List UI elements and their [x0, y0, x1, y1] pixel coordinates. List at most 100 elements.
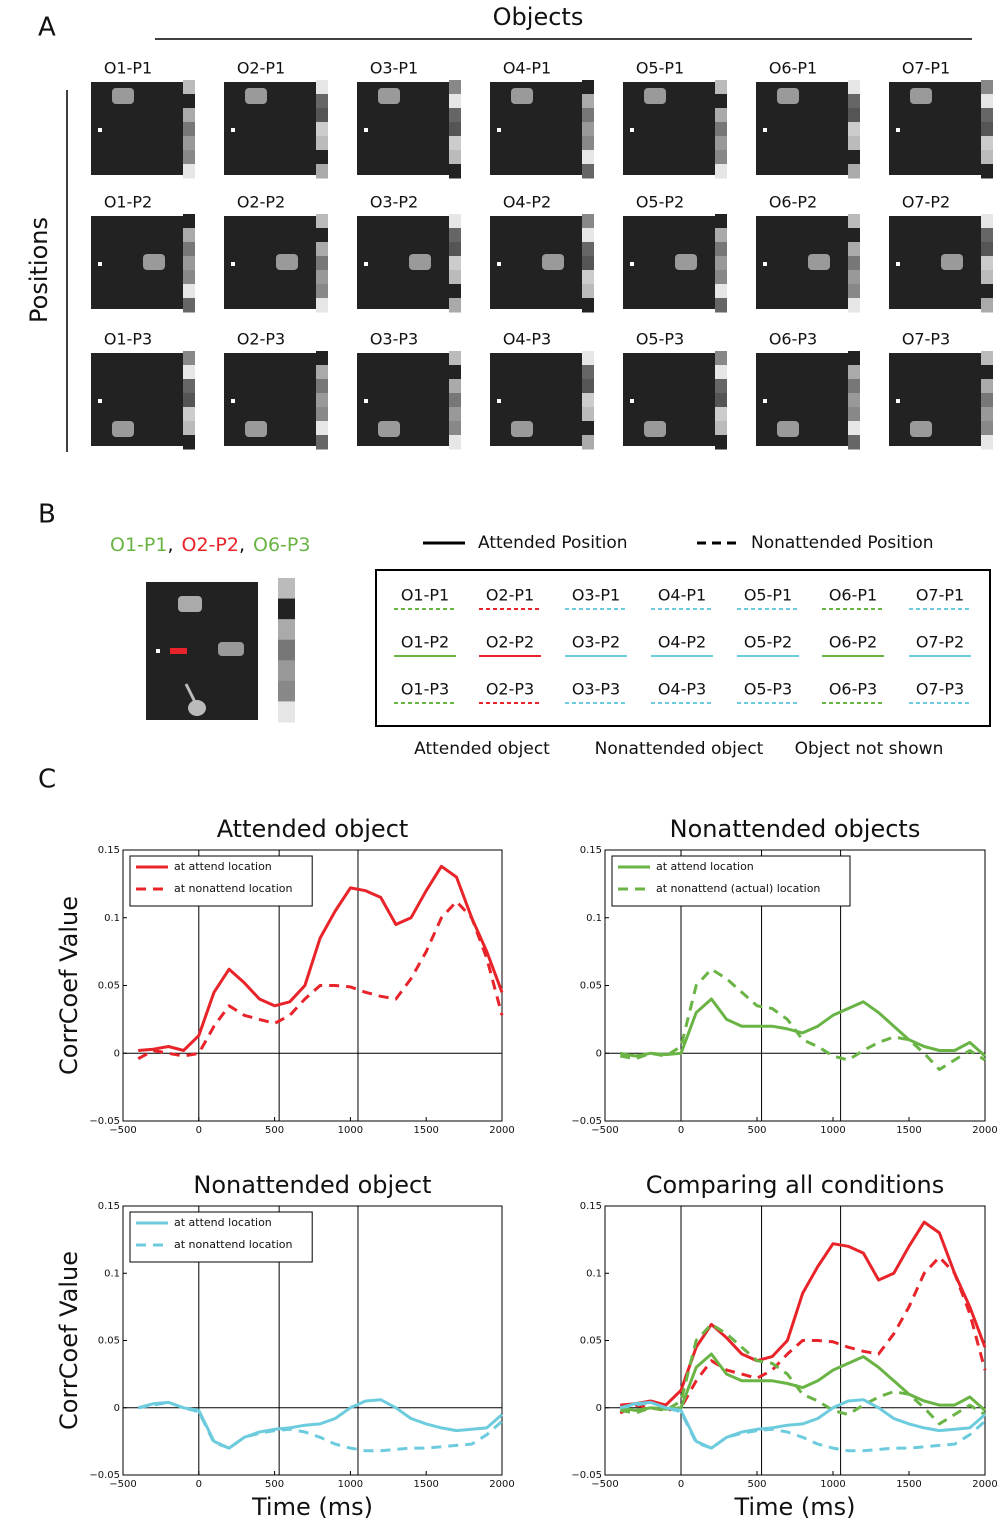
stimulus [224, 353, 317, 446]
x-tick-label: −500 [109, 1479, 136, 1490]
pattern-cell [449, 150, 461, 165]
condition-label: O2-P2 [486, 633, 534, 652]
cell-label: O2-P1 [237, 59, 285, 78]
pattern-cell [981, 122, 993, 137]
pattern-cell [316, 365, 328, 380]
pattern-cell [582, 270, 594, 285]
example-item: O6-P3 [253, 534, 310, 556]
series-line [137, 900, 504, 1061]
pattern-cell [715, 298, 727, 313]
pattern-cell [848, 136, 860, 151]
pattern-cell [183, 256, 195, 271]
x-tick-label: 1000 [338, 1479, 363, 1490]
pattern-cell [316, 435, 328, 450]
x-tick-label: 500 [265, 1479, 284, 1490]
pattern-cell [981, 407, 993, 422]
y-tick-label: 0.05 [580, 981, 602, 992]
y-tick-label: 0.1 [104, 913, 120, 924]
fixation [497, 262, 501, 266]
condition-label: O3-P1 [572, 586, 620, 605]
series-line [619, 1398, 986, 1450]
x-tick-label: 0 [196, 1479, 202, 1490]
y-tick-label: 0.15 [580, 845, 602, 856]
stimulus [224, 82, 317, 175]
series-line [619, 1255, 987, 1415]
object-legend-label: Object not shown [795, 739, 944, 759]
x-tick-label: 1000 [820, 1479, 845, 1490]
x-tick-label: 500 [747, 1125, 766, 1136]
object-icon [808, 254, 830, 270]
fixation [630, 399, 634, 403]
pattern-cell [981, 242, 993, 257]
object-icon [511, 421, 533, 437]
object-icon [188, 700, 206, 716]
object-icon [184, 683, 199, 707]
condition-label: O3-P2 [572, 633, 620, 652]
pattern-cell [582, 421, 594, 436]
pattern-cell [183, 421, 195, 436]
pattern-cell [848, 256, 860, 271]
pattern-cell [183, 393, 195, 408]
y-tick-label: 0.1 [104, 1268, 120, 1279]
pattern-cell [582, 214, 594, 229]
cell-label: O5-P3 [636, 330, 684, 349]
fixation [896, 399, 900, 403]
pattern-cell [715, 365, 727, 380]
object-icon [542, 254, 564, 270]
fixation [630, 128, 634, 132]
fixation [763, 262, 767, 266]
x-tick-label: 0 [196, 1125, 202, 1136]
object-icon [910, 88, 932, 104]
pattern-cell [183, 94, 195, 109]
pattern-cell [449, 122, 461, 137]
pattern-cell [183, 136, 195, 151]
x-tick-label: 1000 [338, 1125, 363, 1136]
series-line [138, 864, 504, 1052]
cell-label: O4-P2 [503, 193, 551, 212]
pattern-cell [715, 393, 727, 408]
cue [170, 648, 187, 654]
condition-box [375, 569, 991, 727]
pattern-cell [449, 214, 461, 229]
stimulus [490, 353, 583, 446]
pattern-cell [715, 228, 727, 243]
condition-label: O7-P1 [916, 586, 964, 605]
pattern-cell [316, 421, 328, 436]
pattern-cell [981, 435, 993, 450]
y-tick-label: 0 [596, 1048, 602, 1059]
pattern-cell [848, 80, 860, 95]
condition-label: O6-P1 [829, 586, 877, 605]
chart-title: Attended object [217, 815, 409, 843]
chart-title: Comparing all conditions [646, 1171, 945, 1199]
legend-label: at attend location [174, 1216, 272, 1229]
pattern-cell [449, 365, 461, 380]
pattern-cell [183, 351, 195, 366]
pattern-cell [449, 80, 461, 95]
object-icon [245, 88, 267, 104]
pattern-cell [449, 136, 461, 151]
pattern-cell [981, 80, 993, 95]
fixation [231, 399, 235, 403]
pattern-cell [715, 256, 727, 271]
pattern-cell [715, 379, 727, 394]
y-axis-label: CorrCoef Value [55, 1251, 83, 1430]
series-line [137, 1400, 503, 1453]
pattern-cell [848, 298, 860, 313]
x-axis-label: Time (ms) [734, 1493, 856, 1521]
pattern-cell [715, 351, 727, 366]
condition-label: O2-P3 [486, 680, 534, 699]
pattern-cell [582, 94, 594, 109]
stimulus [889, 216, 982, 309]
pattern-cell [981, 284, 993, 299]
pattern-cell [848, 365, 860, 380]
pattern-cell [278, 598, 295, 620]
y-tick-label: 0 [114, 1403, 120, 1414]
stimulus [756, 353, 849, 446]
condition-label: O4-P3 [658, 680, 706, 699]
object-icon [409, 254, 431, 270]
pattern-cell [183, 108, 195, 123]
condition-label: O5-P3 [744, 680, 792, 699]
separator: , [167, 534, 173, 556]
pattern-cell [449, 228, 461, 243]
object-icon [378, 421, 400, 437]
